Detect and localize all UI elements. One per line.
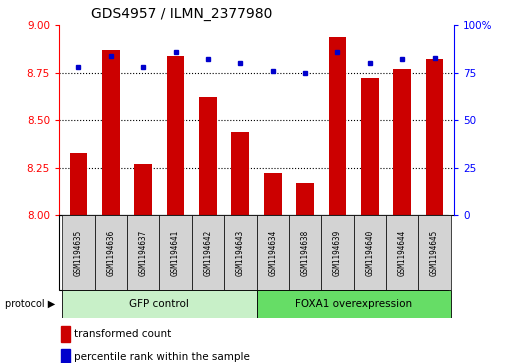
Bar [426, 60, 443, 215]
Bar [224, 215, 256, 290]
Text: transformed count: transformed count [74, 329, 172, 339]
Bar [134, 164, 152, 215]
Bar [61, 326, 70, 342]
Bar [296, 183, 314, 215]
Bar [231, 132, 249, 215]
Bar [353, 215, 386, 290]
Text: GSM1194639: GSM1194639 [333, 230, 342, 276]
Text: protocol ▶: protocol ▶ [5, 299, 55, 309]
Text: GSM1194643: GSM1194643 [236, 230, 245, 276]
Bar [264, 174, 282, 215]
Text: GSM1194644: GSM1194644 [398, 230, 407, 276]
Bar [361, 78, 379, 215]
Bar [70, 152, 87, 215]
Bar [192, 215, 224, 290]
Text: GSM1194634: GSM1194634 [268, 230, 277, 276]
Text: GSM1194638: GSM1194638 [301, 230, 309, 276]
Bar [328, 37, 346, 215]
Bar [167, 56, 185, 215]
Bar [160, 215, 192, 290]
Text: GSM1194642: GSM1194642 [204, 230, 212, 276]
Bar [321, 215, 353, 290]
Text: GSM1194635: GSM1194635 [74, 230, 83, 276]
Bar [102, 50, 120, 215]
Bar [256, 215, 289, 290]
Text: GSM1194637: GSM1194637 [139, 230, 148, 276]
Bar [94, 215, 127, 290]
Text: GFP control: GFP control [129, 299, 189, 309]
Bar [256, 290, 451, 318]
Bar [393, 69, 411, 215]
Bar [61, 350, 70, 363]
Text: GSM1194636: GSM1194636 [106, 230, 115, 276]
Text: percentile rank within the sample: percentile rank within the sample [74, 352, 250, 362]
Text: FOXA1 overexpression: FOXA1 overexpression [295, 299, 412, 309]
Bar [386, 215, 419, 290]
Bar [199, 97, 217, 215]
Text: GSM1194641: GSM1194641 [171, 230, 180, 276]
Text: GSM1194645: GSM1194645 [430, 230, 439, 276]
Bar [62, 290, 256, 318]
Bar [62, 215, 94, 290]
Text: GDS4957 / ILMN_2377980: GDS4957 / ILMN_2377980 [91, 8, 272, 21]
Text: GSM1194640: GSM1194640 [365, 230, 374, 276]
Bar [419, 215, 451, 290]
Bar [289, 215, 321, 290]
Bar [127, 215, 160, 290]
